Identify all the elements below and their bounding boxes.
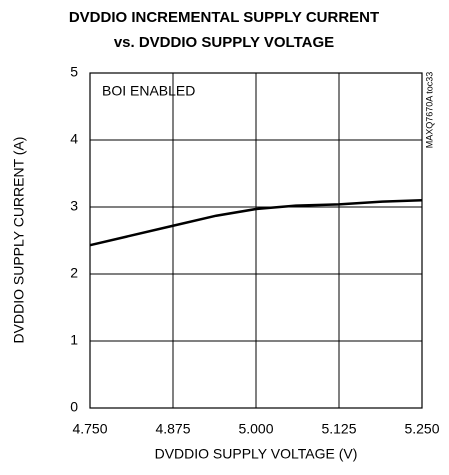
annotation: MAXQ7670A toc33 xyxy=(424,72,434,149)
data-line xyxy=(89,199,423,247)
x-axis-label: DVDDIO SUPPLY VOLTAGE (V) xyxy=(155,446,358,462)
x-tick-label: 5.125 xyxy=(321,421,356,437)
y-tick-label: 5 xyxy=(70,64,78,80)
x-tick-label: 4.750 xyxy=(72,421,107,437)
annotation: BOI ENABLED xyxy=(102,83,195,99)
y-tick-label: 0 xyxy=(70,399,78,415)
chart-title: vs. DVDDIO SUPPLY VOLTAGE xyxy=(114,34,334,51)
x-tick-label: 5.000 xyxy=(238,421,273,437)
chart-title: DVDDIO INCREMENTAL SUPPLY CURRENT xyxy=(69,9,379,26)
y-axis-label: DVDDIO SUPPLY CURRENT (A) xyxy=(11,137,27,344)
y-tick-label: 2 xyxy=(70,265,78,281)
x-tick-label: 5.250 xyxy=(404,421,439,437)
x-tick-label: 4.875 xyxy=(155,421,190,437)
y-tick-label: 3 xyxy=(70,198,78,214)
y-tick-label: 4 xyxy=(70,131,78,147)
y-tick-label: 1 xyxy=(70,332,78,348)
